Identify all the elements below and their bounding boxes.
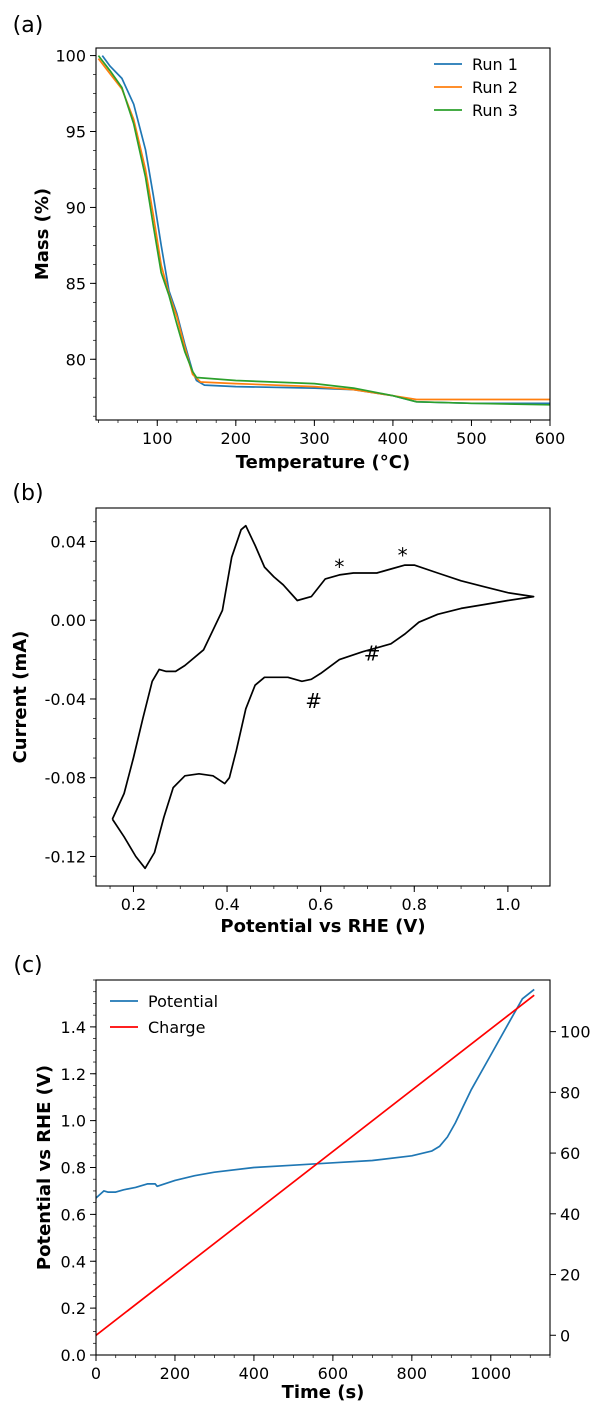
chart-panel-2: (b) 0.2 0.4 0.6 0.8 1.0 0.04 0.00 -0.04 -0.08 -0.1… — [10, 481, 551, 937]
annotation: # — [305, 689, 322, 713]
x-tick-label: 600 — [535, 429, 566, 448]
annotation: # — [364, 642, 381, 666]
x-tick-label: 200 — [160, 1364, 191, 1383]
y-axis-label: Potential vs RHE (V) — [34, 1065, 55, 1270]
x-axis-label: Potential vs RHE (V) — [220, 916, 425, 937]
series-line — [111, 524, 535, 870]
x-tick-label: 300 — [299, 429, 330, 448]
y-axis-label: Current (mA) — [10, 631, 31, 764]
panel-label: (c) — [13, 953, 42, 978]
legend-entry: Charge — [148, 1018, 205, 1037]
y-tick-label: 0.0 — [61, 1346, 86, 1365]
x-tick-label: 0.6 — [308, 895, 333, 914]
y2-tick-label: 40 — [560, 1205, 580, 1224]
x-tick-label: 200 — [221, 429, 252, 448]
x-tick-label: 1.0 — [495, 895, 520, 914]
x-axis-label: Temperature (°C) — [236, 452, 410, 473]
series-line-charge — [96, 994, 535, 1336]
y-tick-label: -0.12 — [45, 847, 86, 866]
y2-tick-label: 0 — [560, 1326, 570, 1345]
x-tick-label: 400 — [239, 1364, 270, 1383]
legend-entry: Run 3 — [472, 101, 518, 120]
plot-frame — [95, 507, 551, 887]
y-tick-label: 95 — [66, 123, 86, 142]
y-tick-label: 0.00 — [50, 611, 86, 630]
y-tick-label: 100 — [55, 47, 86, 66]
y2-tick-label: 60 — [560, 1144, 580, 1163]
series-line-potential — [96, 988, 535, 1199]
chart-panel-1: (a) 100 200 300 400 500 600 80 85 90 95 100 Temperat… — [13, 13, 566, 473]
x-tick-label: 100 — [142, 429, 173, 448]
annotation: * — [334, 555, 344, 579]
y-tick-label: 0.8 — [61, 1159, 86, 1178]
y-tick-label: 80 — [66, 350, 86, 369]
y-tick-label: 85 — [66, 274, 86, 293]
x-tick-label: 0.8 — [402, 895, 427, 914]
x-tick-label: 0.4 — [214, 895, 239, 914]
y-tick-label: 1.2 — [61, 1065, 86, 1084]
y-tick-label: 0.04 — [50, 532, 86, 551]
x-tick-label: 800 — [397, 1364, 428, 1383]
y2-tick-label: 80 — [560, 1083, 580, 1102]
series-line-run-3 — [97, 55, 550, 406]
chart-panel-3: (c)0 200 400 600 800 10000.00.20.40.60.81.01.… — [13, 953, 590, 1403]
legend: Run 1 Run 2 Run 3 — [434, 55, 518, 120]
legend: Potential Charge — [110, 992, 218, 1037]
y-tick-label: 1.4 — [61, 1018, 86, 1037]
x-tick-label: 400 — [378, 429, 409, 448]
y2-tick-label: 100 — [560, 1023, 591, 1042]
legend-entry: Run 1 — [472, 55, 518, 74]
x-tick-label: 500 — [456, 429, 487, 448]
x-tick-label: 0.2 — [121, 895, 146, 914]
plot-frame — [95, 979, 551, 1356]
plot-frame — [95, 47, 551, 421]
panel-label: (a) — [13, 13, 44, 38]
y2-tick-label: 20 — [560, 1266, 580, 1285]
legend-entry: Potential — [148, 992, 218, 1011]
x-tick-label: 1000 — [470, 1364, 511, 1383]
annotation: * — [398, 543, 408, 567]
y-tick-label: 0.6 — [61, 1205, 86, 1224]
x-tick-label: 0 — [91, 1364, 101, 1383]
y-tick-label: 0.4 — [61, 1252, 86, 1271]
y-tick-label: 0.2 — [61, 1299, 86, 1318]
y-tick-label: -0.08 — [45, 769, 86, 788]
y-tick-label: 1.0 — [61, 1112, 86, 1131]
legend-entry: Run 2 — [472, 78, 518, 97]
y-tick-label: -0.04 — [45, 690, 86, 709]
x-tick-label: 600 — [318, 1364, 349, 1383]
x-axis-label: Time (s) — [282, 1382, 365, 1403]
y-tick-label: 90 — [66, 198, 86, 217]
y-axis-label: Mass (%) — [32, 188, 53, 280]
panel-label: (b) — [12, 481, 43, 506]
